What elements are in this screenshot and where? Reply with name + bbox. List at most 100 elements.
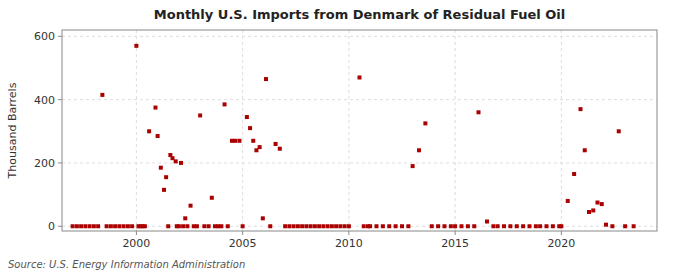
point: [207, 224, 211, 228]
point: [338, 224, 342, 228]
point: [105, 224, 109, 228]
point: [287, 224, 291, 228]
grid-line-x: [561, 30, 562, 231]
point: [109, 224, 113, 228]
point: [449, 224, 453, 228]
point: [233, 139, 237, 143]
grid-line-x: [136, 30, 137, 231]
point: [283, 224, 287, 228]
point: [219, 224, 223, 228]
point: [326, 224, 330, 228]
x-tick-label: 2020: [547, 237, 575, 250]
point: [534, 224, 538, 228]
point: [164, 175, 168, 179]
point: [130, 224, 134, 228]
point: [274, 142, 278, 146]
point: [491, 224, 495, 228]
point: [572, 172, 576, 176]
point: [261, 216, 265, 220]
grid-line-y: [62, 99, 657, 100]
point: [210, 196, 214, 200]
x-tick-label: 2010: [335, 237, 363, 250]
point: [496, 224, 500, 228]
point: [502, 224, 506, 228]
x-tick: [561, 231, 562, 235]
y-tick-label: 400: [34, 94, 55, 107]
point: [300, 224, 304, 228]
point: [309, 224, 313, 228]
point: [198, 113, 202, 117]
x-tick-label: 2000: [122, 237, 150, 250]
axes: 200020052010201520200200400600: [34, 30, 575, 250]
point: [292, 224, 296, 228]
point: [126, 224, 130, 228]
point: [154, 106, 158, 110]
point: [241, 224, 245, 228]
point: [460, 224, 464, 228]
chart: 200020052010201520200200400600Monthly U.…: [0, 0, 675, 275]
point: [453, 224, 457, 228]
point: [600, 202, 604, 206]
point: [477, 110, 481, 114]
point: [100, 93, 104, 97]
point: [159, 166, 163, 170]
point: [387, 224, 391, 228]
point: [185, 224, 189, 228]
point: [443, 224, 447, 228]
grid-line-y: [62, 226, 657, 227]
plot-frame: [62, 30, 657, 231]
point: [538, 224, 542, 228]
chart-container: 200020052010201520200200400600Monthly U.…: [0, 0, 675, 275]
point: [545, 224, 549, 228]
x-tick: [242, 231, 243, 235]
point: [406, 224, 410, 228]
y-tick: [58, 162, 62, 163]
point: [79, 224, 83, 228]
point: [75, 224, 79, 228]
source-note: Source: U.S. Energy Information Administ…: [8, 259, 245, 270]
y-tick-label: 200: [34, 157, 55, 170]
point: [583, 148, 587, 152]
point: [251, 139, 255, 143]
point: [183, 216, 187, 220]
point: [245, 115, 249, 119]
point: [566, 199, 570, 203]
grid-line-x: [455, 30, 456, 231]
point: [189, 204, 193, 208]
point: [430, 224, 434, 228]
point: [117, 224, 121, 228]
y-tick: [58, 36, 62, 37]
point: [559, 224, 563, 228]
point: [508, 224, 512, 228]
point: [83, 224, 87, 228]
point: [162, 188, 166, 192]
y-axis-label: Thousand Barrels: [6, 82, 19, 179]
grid: [62, 30, 657, 231]
y-tick: [58, 226, 62, 227]
point: [313, 224, 317, 228]
grid-line-y: [62, 36, 657, 37]
point: [330, 224, 334, 228]
point: [147, 129, 151, 133]
point: [591, 208, 595, 212]
plot-background: [62, 30, 657, 231]
point: [71, 224, 75, 228]
point: [264, 77, 268, 81]
y-tick: [58, 99, 62, 100]
point: [296, 224, 300, 228]
point: [472, 224, 476, 228]
point: [515, 224, 519, 228]
point: [485, 220, 489, 224]
point: [179, 161, 183, 165]
point: [610, 224, 614, 228]
point: [88, 224, 92, 228]
point: [417, 148, 421, 152]
point: [394, 224, 398, 228]
y-tick-label: 0: [48, 220, 55, 233]
point: [177, 224, 181, 228]
x-tick-label: 2015: [441, 237, 469, 250]
x-tick: [136, 231, 137, 235]
point: [181, 224, 185, 228]
point: [587, 210, 591, 214]
point: [358, 75, 362, 79]
